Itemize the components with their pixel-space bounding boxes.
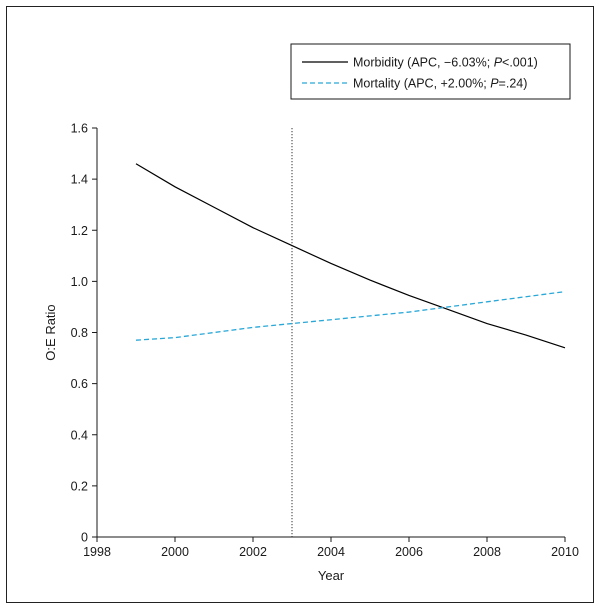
y-tick-label: 0 — [81, 531, 88, 545]
series-lines — [135, 163, 566, 349]
series-line-mortality — [135, 290, 566, 341]
series-line-morbidity — [135, 163, 566, 349]
y-tick-label: 0.4 — [71, 428, 88, 442]
x-tick-label: 2010 — [551, 545, 579, 559]
x-tick-label: 2006 — [395, 545, 423, 559]
y-tick-label: 1.4 — [71, 173, 88, 187]
y-axis-title: O:E Ratio — [43, 304, 58, 360]
y-tick-label: 0.8 — [71, 326, 88, 340]
y-tick-label: 1.0 — [71, 275, 88, 289]
axes: 0 0.2 0.4 0.6 0.8 1.0 1.2 1.4 1.6 1998 2000 2002 200… — [71, 122, 579, 560]
legend-label-morbidity: Morbidity (APC, −6.03%; P<.001) — [353, 56, 538, 70]
chart-frame — [6, 6, 594, 603]
y-tick-label: 1.6 — [71, 122, 88, 136]
x-tick-label: 2002 — [239, 545, 267, 559]
legend: Morbidity (APC, −6.03%; P<.001) Mortality… — [290, 43, 571, 100]
x-tick-label: 2004 — [317, 545, 345, 559]
x-tick-label: 2000 — [161, 545, 189, 559]
y-tick-label: 0.6 — [71, 377, 88, 391]
x-axis-title: Year — [318, 568, 345, 583]
x-tick-label: 2008 — [473, 545, 501, 559]
legend-box — [290, 43, 571, 100]
y-tick-label: 0.2 — [71, 479, 88, 493]
y-tick-label: 1.2 — [71, 224, 88, 238]
x-tick-label: 1998 — [83, 545, 111, 559]
legend-label-mortality: Mortality (APC, +2.00%; P=.24) — [353, 77, 527, 91]
